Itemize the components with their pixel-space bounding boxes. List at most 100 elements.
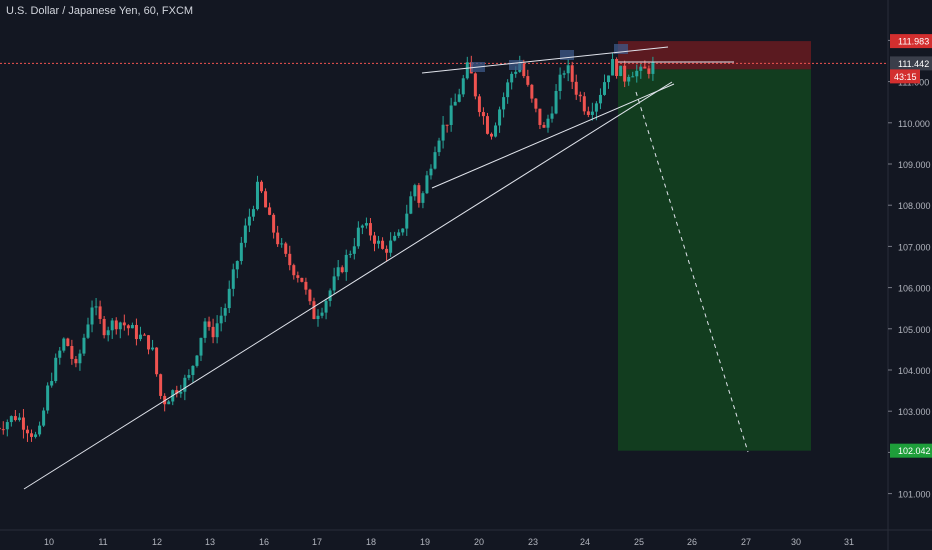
short-term-support-line <box>431 83 675 189</box>
candle-body <box>159 374 163 396</box>
candle-body <box>578 94 582 97</box>
candle-body <box>30 433 34 437</box>
candle-body <box>368 223 372 236</box>
time-tick-label: 20 <box>474 537 484 547</box>
price-tick-label: 104.000 <box>898 366 931 376</box>
candle-body <box>445 124 449 126</box>
candle-body <box>498 109 502 126</box>
candle-body <box>336 267 340 277</box>
candle-body <box>433 152 437 169</box>
candle-body <box>183 377 187 392</box>
candle-body <box>598 94 602 104</box>
candle-body <box>332 276 336 291</box>
candle-body <box>255 181 259 210</box>
candle-body <box>570 65 574 82</box>
price-tick-label: 107.000 <box>898 242 931 252</box>
time-tick-label: 30 <box>791 537 801 547</box>
candle-body <box>558 74 562 91</box>
candle-body <box>413 185 417 197</box>
candle-body <box>377 240 381 244</box>
target-price-label-bg <box>890 443 932 458</box>
candle-body <box>215 323 219 338</box>
candle-body <box>417 185 421 203</box>
candle-body <box>453 101 457 106</box>
candle-body <box>364 223 368 226</box>
candle-body <box>9 416 13 423</box>
candle-body <box>477 96 481 113</box>
candle-body <box>308 289 312 302</box>
candle-body <box>312 301 316 320</box>
candle-body <box>490 133 494 137</box>
candle-body <box>223 308 227 316</box>
candle-body <box>554 90 558 114</box>
candle-body <box>0 427 1 430</box>
target-price-label: 102.042 <box>898 446 931 456</box>
candle-body <box>203 321 207 338</box>
candle-body <box>74 358 78 364</box>
candle-body <box>324 300 328 313</box>
candle-body <box>356 227 360 247</box>
resistance-highlight <box>560 50 574 60</box>
candle-body <box>534 98 538 109</box>
candle-body <box>243 225 247 243</box>
candle-body <box>42 410 46 426</box>
candle-body <box>38 425 42 435</box>
candle-body <box>86 324 90 338</box>
candle-body <box>510 73 514 83</box>
candle-body <box>586 111 590 115</box>
candle-body <box>304 281 308 290</box>
time-tick-label: 10 <box>44 537 54 547</box>
projection-line <box>635 91 749 453</box>
price-tick-label: 106.000 <box>898 284 931 294</box>
candle-body <box>352 246 356 254</box>
candle-body <box>58 350 62 358</box>
candle-body <box>167 401 171 405</box>
candle-body <box>34 434 38 437</box>
candle-body <box>211 326 215 338</box>
price-tick-label: 101.000 <box>898 490 931 500</box>
candle-body <box>130 324 134 329</box>
candle-body <box>401 228 405 233</box>
candle-body <box>191 365 195 376</box>
candle-body <box>526 76 530 85</box>
chart-title: U.S. Dollar / Japanese Yen, 60, FXCM <box>6 5 194 17</box>
candle-body <box>292 265 296 276</box>
countdown-label-bg <box>890 69 920 84</box>
price-tick-label: 108.000 <box>898 201 931 211</box>
candle-body <box>82 337 86 354</box>
candle-body <box>385 248 389 253</box>
candle-body <box>348 253 352 255</box>
candle-body <box>344 254 348 273</box>
time-tick-label: 16 <box>259 537 269 547</box>
price-tick-label: 110.000 <box>898 119 930 129</box>
candle-body <box>276 232 280 245</box>
last-price-label-bg <box>890 56 932 71</box>
stop-price-label-bg <box>890 34 932 49</box>
candle-body <box>631 76 635 78</box>
candle-body <box>651 62 655 74</box>
time-tick-label: 24 <box>580 537 590 547</box>
candle-body <box>381 240 385 249</box>
candle-body <box>582 96 586 112</box>
candle-body <box>46 385 50 411</box>
candle-body <box>54 357 58 382</box>
candle-body <box>465 62 469 79</box>
candle-body <box>514 71 518 74</box>
candle-body <box>147 335 151 350</box>
candle-body <box>316 315 320 320</box>
candle-body <box>574 81 578 95</box>
candle-body <box>264 191 268 208</box>
candle-body <box>110 320 114 331</box>
time-tick-label: 11 <box>98 537 107 547</box>
candle-body <box>260 181 264 192</box>
candle-body <box>397 232 401 236</box>
candle-body <box>50 381 54 386</box>
candle-body <box>405 213 409 229</box>
candle-body <box>461 78 465 95</box>
time-tick-label: 19 <box>420 537 430 547</box>
candle-body <box>142 334 146 336</box>
candle-body <box>594 103 598 112</box>
candle-body <box>494 125 498 137</box>
